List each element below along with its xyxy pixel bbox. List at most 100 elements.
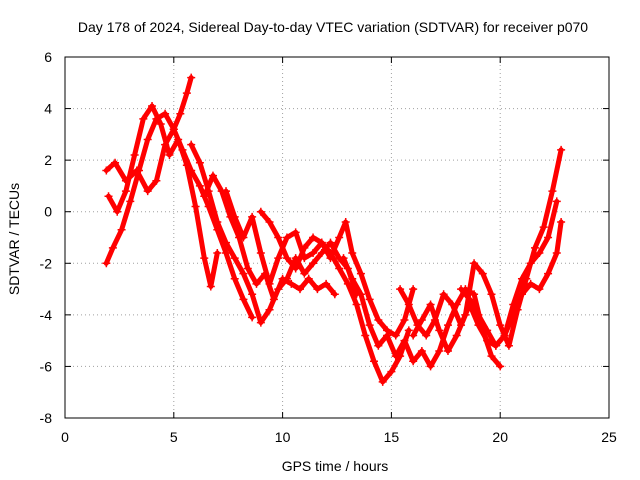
data-point-marker bbox=[230, 212, 239, 221]
data-point-marker bbox=[404, 300, 413, 309]
data-point-marker bbox=[365, 321, 374, 330]
data-point-marker bbox=[335, 233, 344, 242]
data-point-marker bbox=[113, 207, 122, 216]
data-point-marker bbox=[200, 192, 209, 201]
data-point-marker bbox=[326, 248, 335, 257]
data-point-marker bbox=[252, 279, 261, 288]
data-point-marker bbox=[369, 357, 378, 366]
data-point-marker bbox=[126, 197, 135, 206]
data-point-marker bbox=[496, 321, 505, 330]
data-point-marker bbox=[435, 346, 444, 355]
data-point-marker bbox=[356, 290, 365, 299]
data-point-marker bbox=[191, 202, 200, 211]
data-point-marker bbox=[439, 290, 448, 299]
data-point-marker bbox=[409, 331, 418, 340]
data-point-marker bbox=[132, 166, 141, 175]
data-point-marker bbox=[409, 357, 418, 366]
data-point-marker bbox=[552, 248, 561, 257]
data-point-marker bbox=[426, 300, 435, 309]
data-point-marker bbox=[206, 282, 215, 291]
y-axis-label: SDTVAR / TECUs bbox=[6, 183, 22, 295]
data-point-marker bbox=[269, 295, 278, 304]
data-point-marker bbox=[291, 228, 300, 237]
series-satellite-track-2 bbox=[102, 73, 196, 196]
data-point-marker bbox=[313, 285, 322, 294]
data-point-marker bbox=[417, 316, 426, 325]
data-point-marker bbox=[400, 336, 409, 345]
data-point-marker bbox=[174, 135, 183, 144]
data-point-marker bbox=[108, 243, 117, 252]
data-point-marker bbox=[491, 341, 500, 350]
data-point-marker bbox=[230, 254, 239, 263]
data-point-marker bbox=[461, 310, 470, 319]
data-point-marker bbox=[470, 290, 479, 299]
data-point-marker bbox=[176, 109, 185, 118]
data-point-marker bbox=[443, 321, 452, 330]
data-point-marker bbox=[391, 352, 400, 361]
data-point-marker bbox=[378, 377, 387, 386]
y-tick-label: -6 bbox=[40, 358, 53, 374]
data-point-marker bbox=[239, 269, 248, 278]
data-point-marker bbox=[548, 187, 557, 196]
data-point-marker bbox=[222, 187, 231, 196]
data-point-marker bbox=[182, 161, 191, 170]
data-point-marker bbox=[544, 233, 553, 242]
data-point-marker bbox=[104, 192, 113, 201]
data-point-marker bbox=[483, 326, 492, 335]
data-point-marker bbox=[343, 279, 352, 288]
data-point-marker bbox=[470, 259, 479, 268]
data-point-marker bbox=[326, 238, 335, 247]
data-point-marker bbox=[296, 285, 305, 294]
data-point-marker bbox=[330, 290, 339, 299]
data-point-marker bbox=[465, 295, 474, 304]
axis-layer: 0 5 10 15 20 25 -8 -6 -4 -2 0 2 4 6 bbox=[40, 49, 617, 445]
data-point-marker bbox=[341, 218, 350, 227]
data-point-marker bbox=[509, 310, 518, 319]
data-point-marker bbox=[535, 285, 544, 294]
data-point-marker bbox=[544, 269, 553, 278]
data-point-marker bbox=[274, 254, 283, 263]
data-point-marker bbox=[552, 197, 561, 206]
data-point-marker bbox=[143, 135, 152, 144]
data-point-marker bbox=[352, 300, 361, 309]
data-point-marker bbox=[422, 331, 431, 340]
y-tick-label: -4 bbox=[40, 307, 53, 323]
data-point-marker bbox=[317, 238, 326, 247]
data-point-marker bbox=[452, 331, 461, 340]
data-point-marker bbox=[304, 274, 313, 283]
data-point-marker bbox=[400, 316, 409, 325]
data-point-marker bbox=[274, 233, 283, 242]
data-point-marker bbox=[265, 305, 274, 314]
data-point-marker bbox=[539, 223, 548, 232]
series-satellite-track-10 bbox=[409, 145, 566, 355]
data-point-marker bbox=[239, 233, 248, 242]
series-line bbox=[410, 147, 564, 354]
data-point-marker bbox=[496, 362, 505, 371]
y-tick-label: 0 bbox=[44, 204, 52, 220]
data-point-marker bbox=[309, 248, 318, 257]
data-point-marker bbox=[239, 295, 248, 304]
data-point-marker bbox=[383, 331, 392, 340]
data-point-marker bbox=[339, 254, 348, 263]
x-tick-label: 20 bbox=[492, 429, 508, 445]
data-point-marker bbox=[361, 331, 370, 340]
data-point-marker bbox=[487, 352, 496, 361]
data-point-marker bbox=[504, 341, 513, 350]
data-point-marker bbox=[374, 316, 383, 325]
data-point-marker bbox=[500, 331, 509, 340]
data-point-marker bbox=[248, 212, 257, 221]
data-point-marker bbox=[165, 150, 174, 159]
data-point-marker bbox=[169, 125, 178, 134]
data-point-marker bbox=[102, 166, 111, 175]
data-point-marker bbox=[448, 300, 457, 309]
data-point-marker bbox=[130, 150, 139, 159]
y-tick-label: 6 bbox=[44, 49, 52, 65]
series-layer bbox=[102, 73, 566, 386]
data-point-marker bbox=[522, 274, 531, 283]
data-point-marker bbox=[317, 248, 326, 257]
data-point-marker bbox=[182, 89, 191, 98]
data-point-marker bbox=[195, 158, 204, 167]
data-point-marker bbox=[222, 248, 231, 257]
data-point-marker bbox=[557, 145, 566, 154]
